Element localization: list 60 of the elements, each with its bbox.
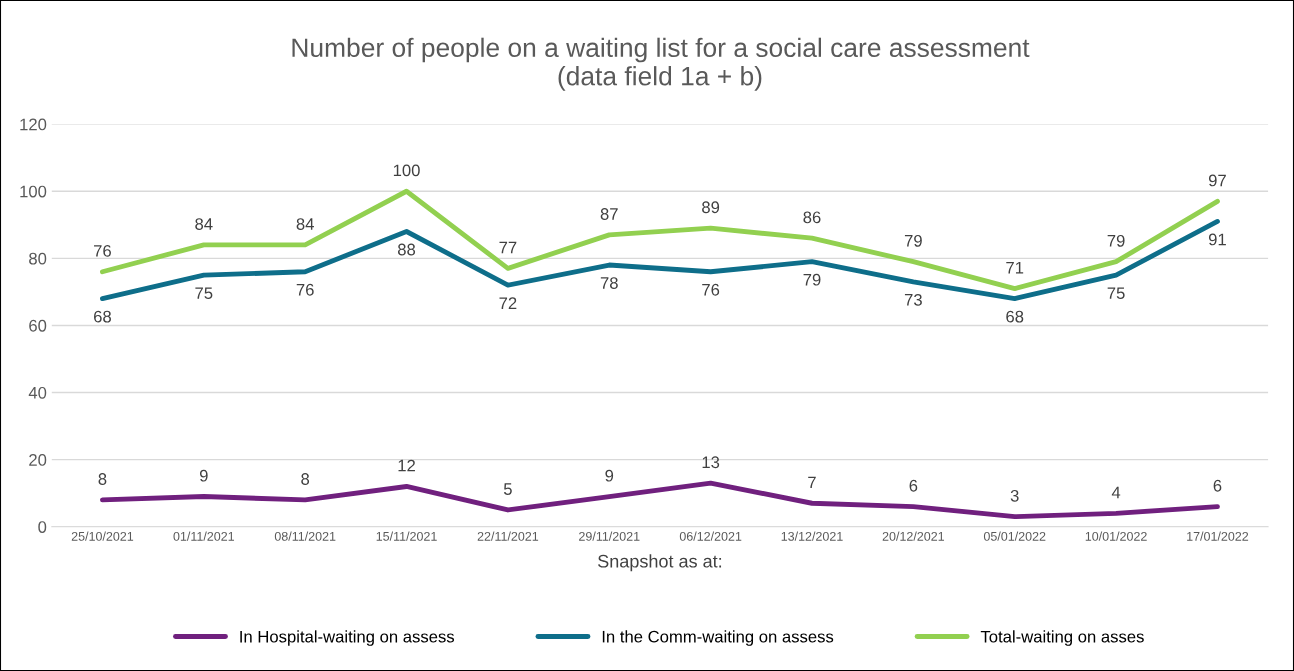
data-label: 87 [600,208,618,220]
legend-label: Total-waiting on asses [980,630,1144,646]
x-tick-label: 22/11/2021 [477,531,539,541]
data-label: 78 [600,277,618,289]
x-tick-label: 01/11/2021 [173,531,235,541]
x-tick-label: 17/01/2022 [1187,531,1249,541]
data-label: 75 [1107,287,1125,300]
data-label: 89 [702,201,720,214]
y-tick-label: 100 [20,185,47,198]
legend-label: In Hospital-waiting on assess [240,630,455,646]
data-label: 76 [702,283,720,296]
y-tick-label: 0 [38,521,47,533]
data-label: 68 [94,310,111,323]
x-tick-label: 25/10/2021 [71,531,134,541]
data-label: 100 [393,164,420,177]
data-label: 76 [94,244,111,257]
data-label: 4 [1111,486,1121,499]
data-label: 3 [1010,489,1019,502]
y-tick-label: 20 [29,454,47,466]
x-tick-label: 13/12/2021 [781,531,843,541]
data-label: 88 [397,243,416,256]
data-label: 79 [1107,234,1125,247]
y-tick-label: 120 [20,118,47,131]
y-tick-label: 60 [29,319,47,332]
data-label: 68 [1006,310,1024,323]
data-label: 5 [503,483,512,495]
data-label: 8 [98,473,107,485]
data-label: 73 [904,293,922,306]
data-label: 75 [195,287,213,300]
data-label: 6 [909,479,918,492]
x-tick-label: 10/01/2022 [1085,531,1147,541]
x-tick-label: 08/11/2021 [274,531,336,541]
data-label: 9 [605,469,614,482]
x-tick-label: 29/11/2021 [579,531,640,541]
data-label: 97 [1208,174,1226,187]
y-tick-label: 80 [29,252,47,265]
data-label: 9 [199,469,208,482]
data-label: 84 [296,218,314,230]
data-label: 79 [904,234,922,247]
chart-title: Number of people on a waiting list for a social care assessment (data field 1a + b) [292,37,1030,91]
x-tick-label: 05/01/2022 [983,531,1046,541]
data-label: 86 [803,211,821,224]
x-tick-label: 20/12/2021 [882,531,945,541]
data-label: 7 [808,476,816,489]
data-label: 76 [296,283,314,296]
data-label: 84 [195,218,213,230]
data-label: 13 [702,456,720,469]
legend-label: In the Comm-waiting on assess [602,630,834,646]
data-label: 8 [301,473,310,485]
data-label: 72 [499,297,517,309]
data-label: 91 [1208,233,1226,246]
x-axis-title: Snapshot as at: [598,554,722,572]
data-label: 6 [1213,479,1222,492]
data-label: 77 [499,241,517,254]
data-label: 12 [398,459,415,472]
y-tick-label: 40 [28,386,47,399]
data-label: 79 [803,273,821,286]
x-tick-label: 15/11/2021 [376,531,437,541]
data-label: 71 [1006,261,1024,274]
x-tick-label: 06/12/2021 [679,531,742,541]
